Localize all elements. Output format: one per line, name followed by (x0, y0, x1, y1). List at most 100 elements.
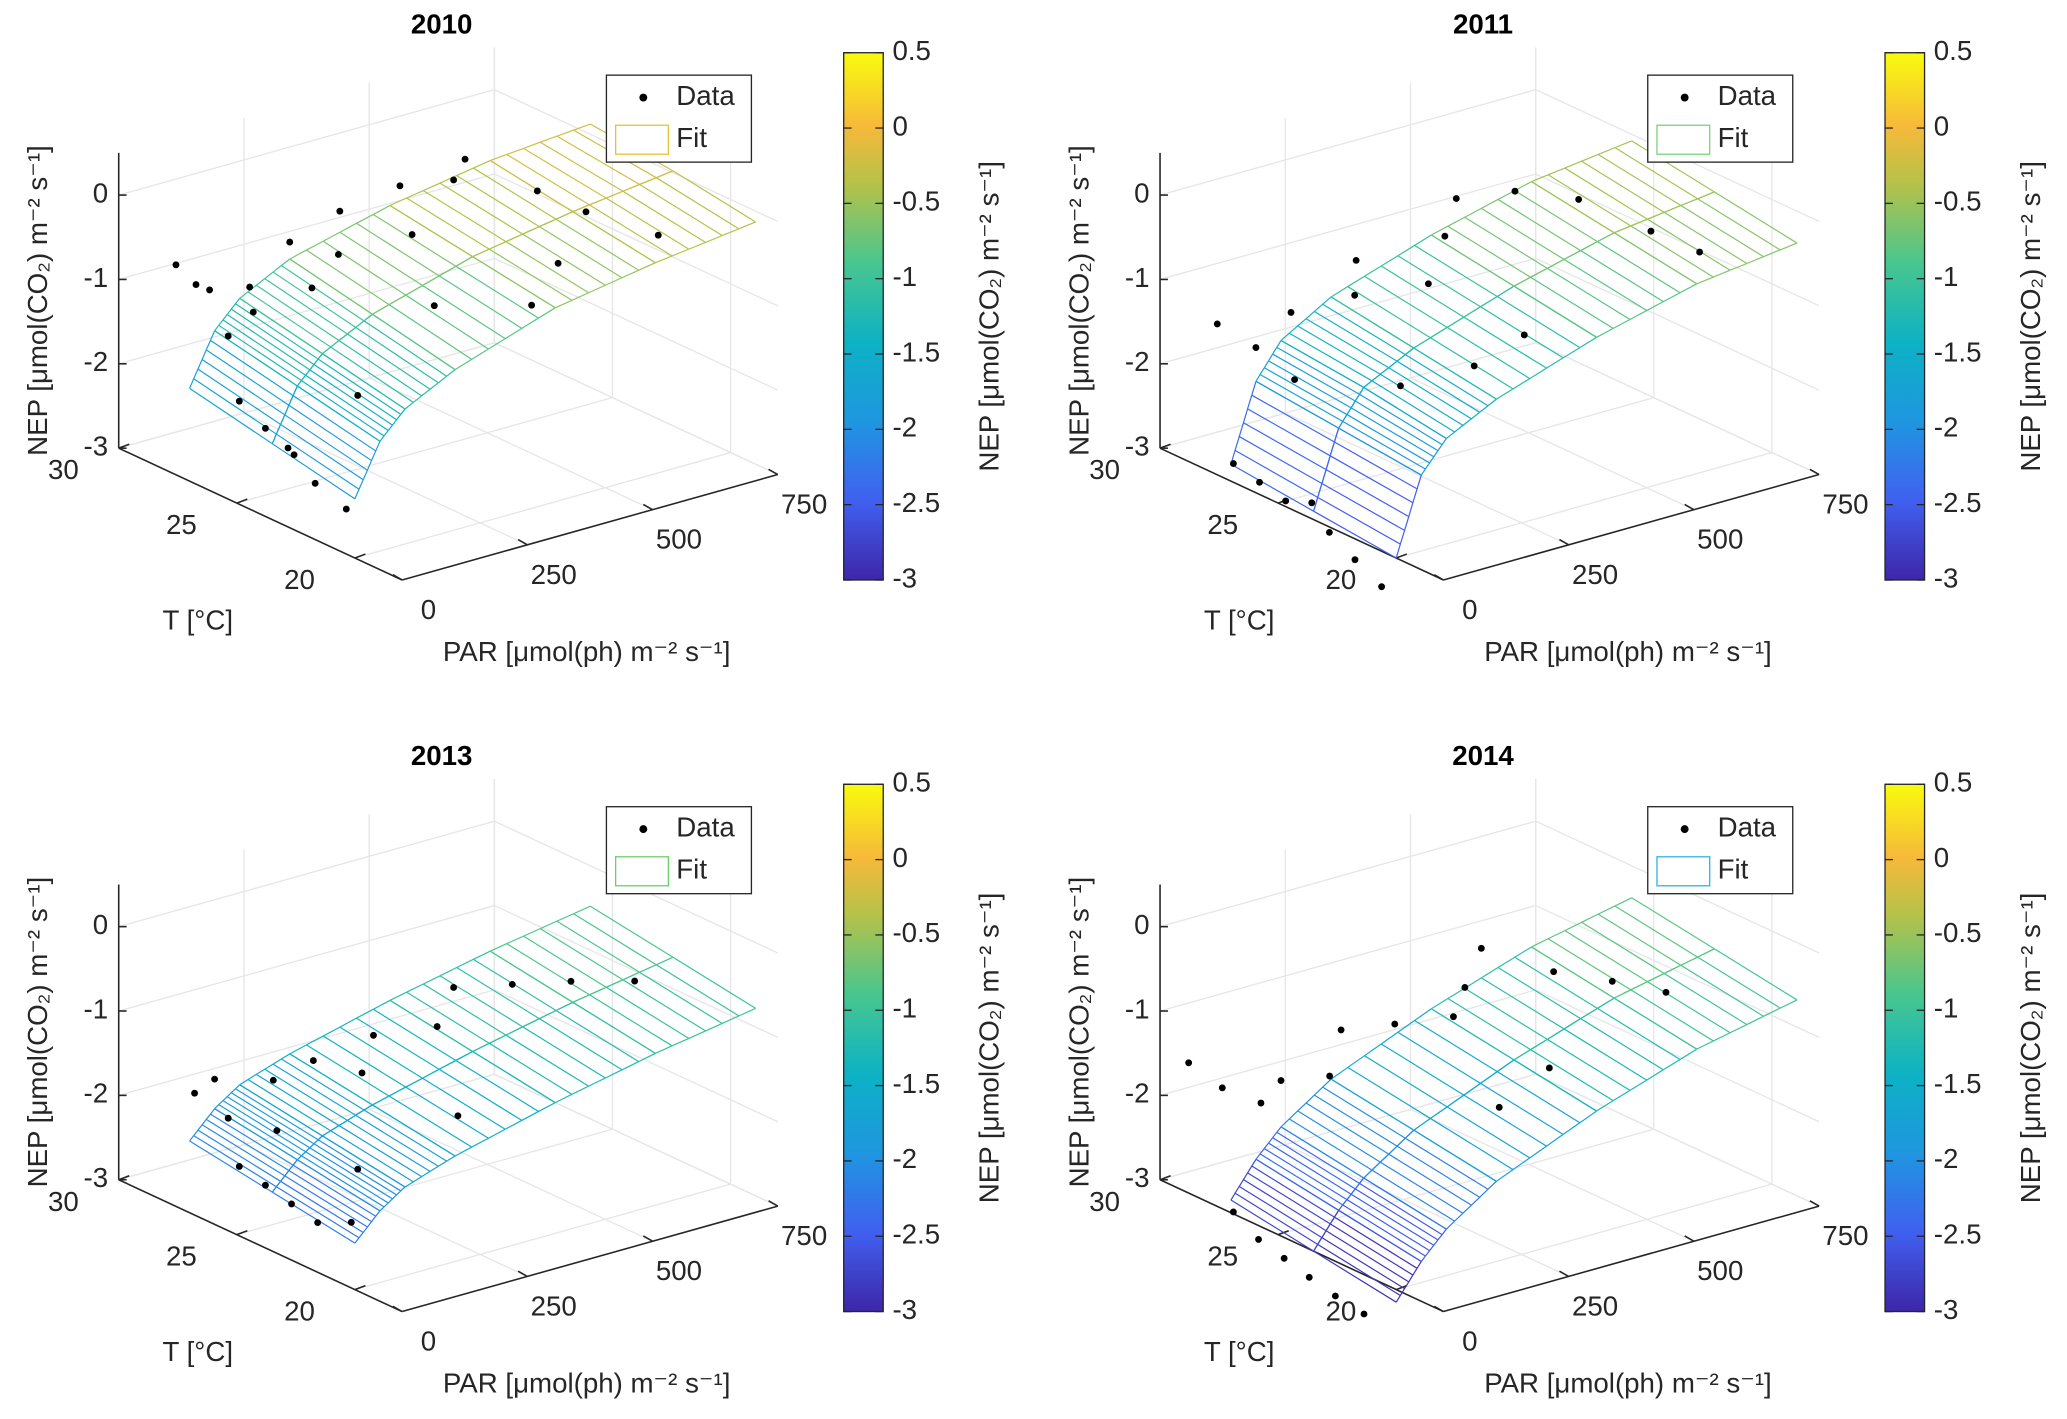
data-point (354, 392, 362, 399)
data-point (1647, 227, 1655, 235)
x-tick-label: 250 (1572, 559, 1618, 590)
colorbar-tick-label: -2 (1934, 1143, 1959, 1174)
x-tick (392, 1305, 403, 1313)
data-point (1280, 1254, 1288, 1262)
data-point (308, 284, 316, 292)
x-tick (768, 468, 779, 476)
y-tick (236, 1229, 248, 1236)
surface-patch (1330, 1008, 1515, 1131)
x-axis-label: PAR [μmol(ph) m⁻² s⁻¹] (443, 636, 731, 667)
colorbar-tick-label: -2 (892, 412, 917, 443)
surface-patch (1613, 948, 1798, 1050)
x-tick (517, 1270, 528, 1278)
surface-patch (239, 258, 373, 355)
x-tick (1433, 1305, 1444, 1313)
data-point (284, 444, 292, 452)
surface-patch (1531, 897, 1715, 999)
x-tick-label: 750 (1822, 1220, 1868, 1251)
colorbar-tick-label: -3 (1934, 1294, 1959, 1325)
colorbar-tick-label: -1 (1934, 993, 1959, 1024)
grid-line (1396, 451, 1773, 559)
grid-line (1396, 1183, 1773, 1291)
y-tick-label: 25 (166, 1241, 197, 1272)
data-point (1331, 1292, 1339, 1300)
z-tick-label: -1 (84, 993, 109, 1024)
x-tick-label: 500 (656, 1255, 702, 1286)
y-tick-label: 30 (1089, 454, 1120, 485)
legend-swatch (614, 124, 670, 155)
x-tick (1809, 1200, 1820, 1207)
data-point (1185, 1059, 1193, 1067)
colorbar-tick-label: -0.5 (892, 186, 940, 217)
x-tick-label: 750 (781, 1220, 827, 1251)
colorbar-tick-label: -1.5 (1934, 336, 1982, 367)
z-tick-label: -2 (84, 346, 109, 377)
data-point (269, 1076, 277, 1084)
z-tick-label: 0 (93, 177, 108, 208)
colorbar-tick-label: -1.5 (892, 336, 940, 367)
data-point (235, 1163, 243, 1170)
data-point (450, 984, 458, 991)
data-point (314, 1219, 322, 1227)
legend-label: Data (676, 811, 735, 842)
z-tick-label: -3 (84, 1162, 109, 1193)
grid-line (118, 1073, 495, 1181)
z-tick-label: -1 (1125, 262, 1150, 293)
chart-title: 2014 (1452, 740, 1514, 771)
grid-line (1535, 257, 1820, 391)
z-tick-label: -3 (84, 430, 109, 461)
x-tick (642, 1235, 653, 1242)
data-point (1550, 968, 1558, 976)
colorbar-tick-label: -3 (1934, 562, 1959, 593)
colorbar-tick-label: -0.5 (1934, 186, 1982, 217)
data-point (290, 451, 298, 459)
surface-patch (271, 385, 381, 500)
legend-marker (1680, 93, 1689, 102)
data-point (450, 176, 458, 184)
data-point (261, 424, 269, 432)
x-axis (1443, 1205, 1820, 1313)
x-tick-label: 250 (1572, 1290, 1618, 1321)
data-point (1277, 1077, 1285, 1084)
x-axis-label: PAR [μmol(ph) m⁻² s⁻¹] (1484, 636, 1772, 667)
colorbar-tick-label: -3 (892, 562, 917, 593)
data-point (235, 397, 243, 405)
grid-line (1159, 257, 1536, 365)
data-point (1378, 583, 1386, 591)
grid-line (494, 1073, 779, 1207)
legend-swatch (614, 856, 670, 887)
y-axis-label: T [°C] (1204, 1336, 1275, 1367)
panel: -3 -2 -1 0 20 25 30 0 250 500 750 2013 NEP [μmol(CO₂… (22, 740, 1005, 1398)
x-tick-label: 0 (1462, 594, 1477, 625)
data-point (1325, 528, 1333, 536)
colorbar-tick-label: -1 (892, 261, 917, 292)
data-point (631, 977, 639, 985)
grid-line (1159, 88, 1536, 196)
data-point (1257, 1099, 1265, 1107)
y-tick-label: 20 (1325, 1296, 1356, 1327)
z-tick-label: 0 (1134, 177, 1149, 208)
grid-line (118, 820, 495, 928)
x-tick (517, 538, 528, 546)
grid-line (118, 88, 495, 196)
data-point (1360, 1310, 1368, 1318)
grid-line (1159, 173, 1536, 281)
x-axis-label: PAR [μmol(ph) m⁻² s⁻¹] (1484, 1368, 1772, 1399)
data-point (528, 301, 536, 309)
data-point (1337, 1026, 1345, 1034)
data-point (1391, 1020, 1399, 1028)
data-point (1218, 1084, 1226, 1092)
x-tick (1559, 1270, 1570, 1278)
legend-box (605, 806, 753, 895)
colorbar-tick-label: 0.5 (1934, 35, 1972, 66)
data-point (224, 332, 232, 340)
z-tick-label: -2 (84, 1078, 109, 1109)
data-point (246, 283, 254, 291)
grid-line (236, 397, 613, 504)
data-point (1441, 232, 1449, 240)
colorbar-tick-label: 0.5 (892, 767, 930, 798)
data-point (396, 182, 404, 190)
x-tick-label: 0 (421, 1325, 436, 1356)
data-point (192, 281, 200, 288)
